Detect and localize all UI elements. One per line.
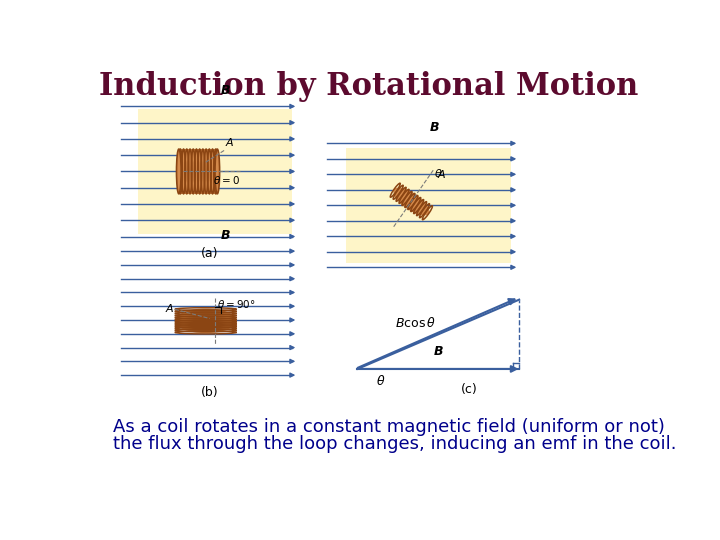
Bar (138, 109, 292, 234)
Text: $\theta$: $\theta$ (376, 374, 385, 388)
Text: B: B (220, 229, 230, 242)
Text: B: B (430, 121, 439, 134)
Ellipse shape (393, 187, 429, 215)
Ellipse shape (176, 149, 181, 194)
Text: B: B (220, 84, 230, 97)
Text: the flux through the loop changes, inducing an emf in the coil.: the flux through the loop changes, induc… (113, 435, 677, 453)
Text: A: A (226, 138, 233, 149)
Text: B: B (433, 345, 443, 358)
Text: $\theta=90°$: $\theta=90°$ (217, 298, 256, 310)
Text: A: A (166, 303, 174, 314)
Text: As a coil rotates in a constant magnetic field (uniform or not): As a coil rotates in a constant magnetic… (113, 418, 665, 436)
Text: $\theta$: $\theta$ (433, 167, 442, 179)
Text: Induction by Rotational Motion: Induction by Rotational Motion (99, 71, 639, 102)
Text: $B\cos\theta$: $B\cos\theta$ (395, 316, 436, 330)
Text: (a): (a) (201, 247, 218, 260)
Ellipse shape (175, 308, 237, 333)
Text: $\theta=0$: $\theta=0$ (213, 174, 240, 186)
Text: (b): (b) (201, 386, 218, 399)
Text: A: A (438, 170, 446, 180)
Bar (179, 149, 217, 194)
Ellipse shape (215, 149, 220, 194)
Text: (c): (c) (461, 383, 477, 396)
Bar (346, 148, 511, 262)
